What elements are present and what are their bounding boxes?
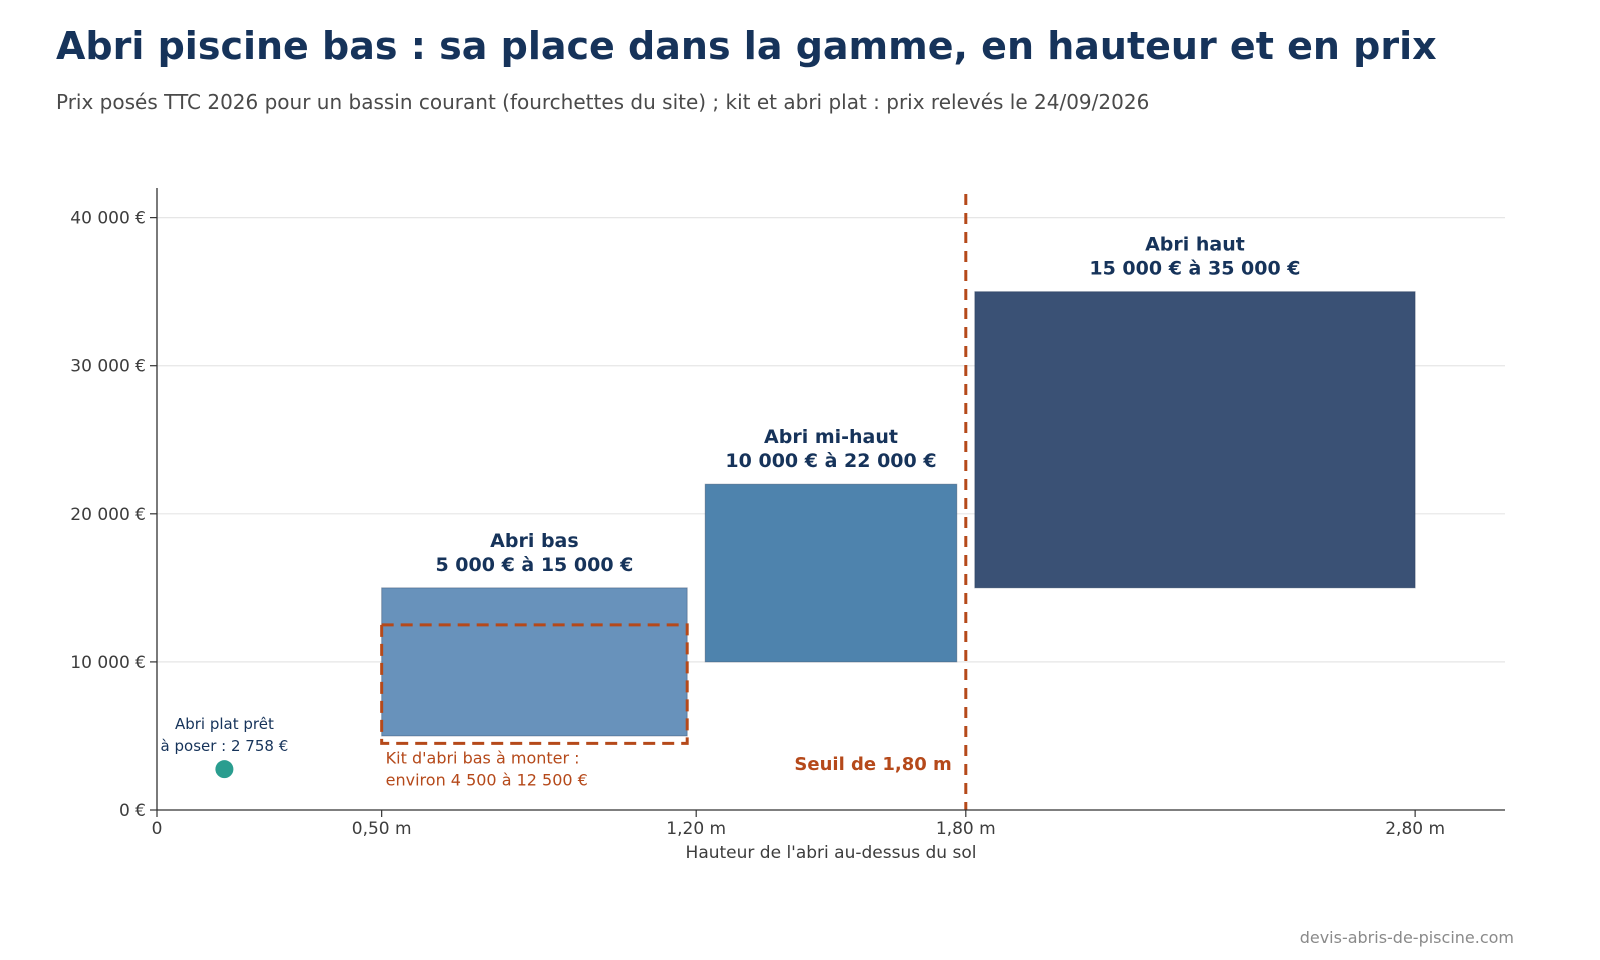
x-tick-label: 0,50 m xyxy=(352,819,412,839)
range-box-price: 10 000 € à 22 000 € xyxy=(725,450,936,472)
range-box-name: Abri mi-haut xyxy=(764,426,898,448)
kit-label-line2: environ 4 500 à 12 500 € xyxy=(386,770,588,789)
chart-title: Abri piscine bas : sa place dans la gamm… xyxy=(56,24,1437,68)
x-tick-label: 1,20 m xyxy=(666,819,726,839)
threshold-layer: Seuil de 1,80 m xyxy=(794,194,968,810)
x-tick-label: 1,80 m xyxy=(936,819,996,839)
range-box xyxy=(381,587,688,737)
y-tick-label: 0 € xyxy=(119,801,146,821)
y-tick-label: 10 000 € xyxy=(70,653,146,673)
x-axis-title: Hauteur de l'abri au-dessus du sol xyxy=(686,843,977,863)
y-tick-label: 20 000 € xyxy=(70,505,146,525)
chart-subtitle: Prix posés TTC 2026 pour un bassin coura… xyxy=(56,90,1150,114)
y-tick-label: 40 000 € xyxy=(70,209,146,229)
kit-range: Kit d'abri bas à monter : environ 4 500 à… xyxy=(380,623,689,789)
axes: 0 € 10 000 € 20 000 € 30 000 € 40 000 € 0 0,50… xyxy=(70,188,1505,863)
kit-range-box xyxy=(380,623,689,745)
point-label-line2: à poser : 2 758 € xyxy=(161,737,289,755)
x-tick-label: 0 xyxy=(152,819,163,839)
range-box-name: Abri haut xyxy=(1145,234,1245,256)
range-box xyxy=(974,291,1416,589)
source-credit: devis-abris-de-piscine.com xyxy=(1299,928,1514,947)
x-tick-label: 2,80 m xyxy=(1385,819,1445,839)
range-box-price: 15 000 € à 35 000 € xyxy=(1089,258,1300,280)
threshold-label: Seuil de 1,80 m xyxy=(794,754,951,775)
y-tick-label: 30 000 € xyxy=(70,357,146,377)
point-layer: Abri plat prêt à poser : 2 758 € xyxy=(161,715,289,779)
kit-label-line1: Kit d'abri bas à monter : xyxy=(386,748,580,767)
range-box xyxy=(704,483,958,663)
point-label-line1: Abri plat prêt xyxy=(175,715,274,733)
range-box-name: Abri bas xyxy=(490,530,579,552)
flat-cover-point xyxy=(215,760,234,779)
range-box-price: 5 000 € à 15 000 € xyxy=(435,554,633,576)
